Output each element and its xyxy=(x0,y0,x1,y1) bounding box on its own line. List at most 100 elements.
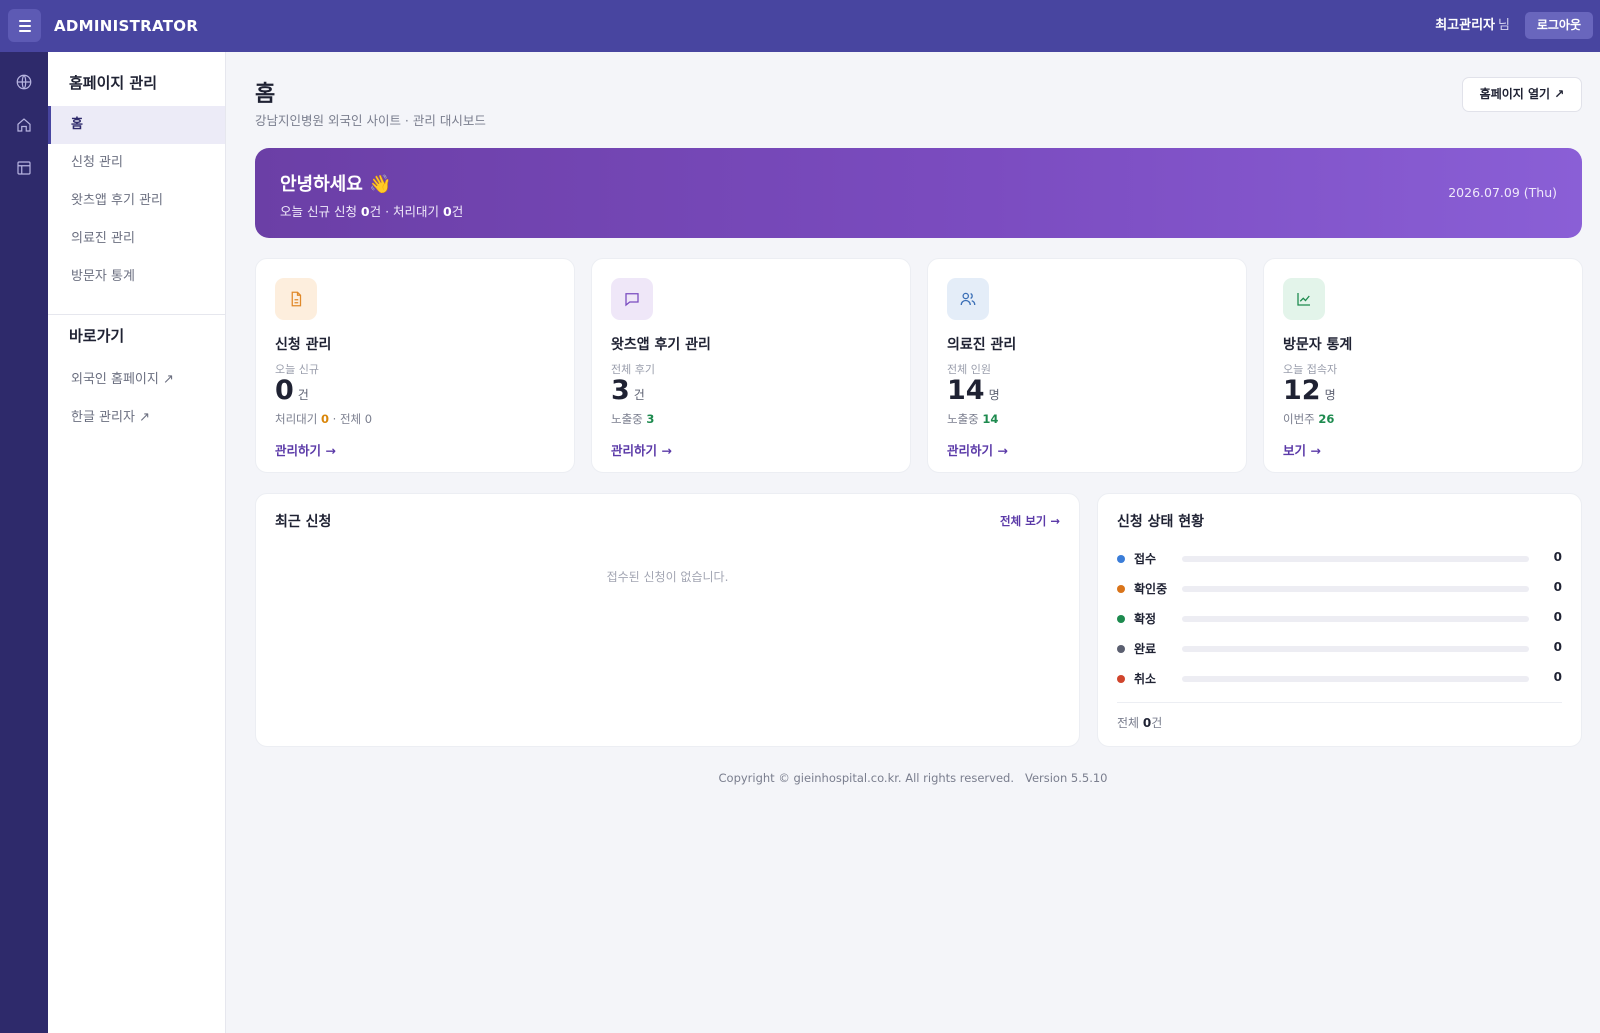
card-title: 의료진 관리 xyxy=(947,337,1017,353)
card-title: 왓츠앱 후기 관리 xyxy=(611,337,711,353)
sidebar-item-home[interactable]: 홈 xyxy=(48,106,225,144)
status-progress-track xyxy=(1182,676,1529,682)
status-total-suffix: 건 xyxy=(1151,716,1163,730)
rail-home-button[interactable] xyxy=(10,111,38,139)
status-row: 접수 0 xyxy=(1117,549,1562,569)
menu-toggle-button[interactable] xyxy=(8,9,41,42)
nav-divider xyxy=(48,314,225,315)
side-navigation: 홈페이지 관리 홈 신청 관리 왓츠앱 후기 관리 의료진 관리 방문자 통계 … xyxy=(48,52,226,1033)
status-dot-icon xyxy=(1117,555,1125,563)
icon-rail xyxy=(0,52,48,1033)
card-icon-wrap xyxy=(947,278,989,320)
card-meta: 처리대기 0 · 전체 0 xyxy=(275,411,372,427)
stat-card-medical-staff: 의료진 관리 전체 인원 14 명 노출중 14 관리하기 → xyxy=(927,258,1247,473)
status-progress-track xyxy=(1182,556,1529,562)
status-count: 0 xyxy=(1553,550,1562,564)
footer: Copyright © gieinhospital.co.kr. All rig… xyxy=(226,771,1600,785)
status-total-prefix: 전체 xyxy=(1117,716,1143,730)
status-row: 취소 0 xyxy=(1117,669,1562,689)
user-suffix: 님 xyxy=(1498,18,1510,33)
status-label: 확인중 xyxy=(1134,582,1168,596)
card-meta: 이번주 26 xyxy=(1283,411,1334,427)
manage-applications-link[interactable]: 관리하기 → xyxy=(275,443,336,458)
users-icon xyxy=(960,292,976,306)
status-count: 0 xyxy=(1553,670,1562,684)
logout-button[interactable]: 로그아웃 xyxy=(1524,12,1593,39)
status-progress-track xyxy=(1182,646,1529,652)
card-label: 오늘 신규 xyxy=(275,363,319,376)
card-label: 오늘 접속자 xyxy=(1283,363,1338,376)
card-icon-wrap xyxy=(275,278,317,320)
card-value: 14 명 xyxy=(947,375,1000,406)
card-title: 신청 관리 xyxy=(275,337,332,353)
card-meta-value: 0 xyxy=(320,412,329,426)
sidebar-item-whatsapp-reviews[interactable]: 왓츠앱 후기 관리 xyxy=(71,193,163,208)
stat-card-visitor-stats: 방문자 통계 오늘 접속자 12 명 이번주 26 보기 → xyxy=(1263,258,1583,473)
home-icon xyxy=(17,118,31,132)
shortcut-section-title: 바로가기 xyxy=(69,327,125,345)
user-name: 최고관리자 xyxy=(1435,18,1496,33)
status-count: 0 xyxy=(1553,580,1562,594)
status-row: 확정 0 xyxy=(1117,609,1562,629)
recent-applications-panel: 최근 신청 전체 보기 → 접수된 신청이 없습니다. xyxy=(255,493,1080,747)
banner-summary: 오늘 신규 신청 0건 · 처리대기 0건 xyxy=(280,201,463,220)
view-all-applications-link[interactable]: 전체 보기 → xyxy=(1000,514,1060,528)
card-meta: 노출중 14 xyxy=(947,411,998,427)
status-dot-icon xyxy=(1117,675,1125,683)
user-greeting: 최고관리자 님 xyxy=(1435,0,1510,52)
page-title: 홈 xyxy=(255,82,276,107)
status-progress-track xyxy=(1182,616,1529,622)
footer-version: Version 5.5.10 xyxy=(1024,771,1108,785)
welcome-banner: 안녕하세요 👋 오늘 신규 신청 0건 · 처리대기 0건 2026.07.09… xyxy=(255,148,1582,238)
document-icon xyxy=(291,291,302,307)
rail-globe-button[interactable] xyxy=(10,68,38,96)
chat-icon xyxy=(625,293,639,307)
manage-reviews-link[interactable]: 관리하기 → xyxy=(611,443,672,458)
card-value-number: 12 xyxy=(1283,375,1321,406)
card-value-unit: 명 xyxy=(1324,388,1336,402)
card-label: 전체 후기 xyxy=(611,363,655,376)
hamburger-icon-line xyxy=(18,24,31,27)
sidebar-item-applications[interactable]: 신청 관리 xyxy=(71,155,123,170)
status-count: 0 xyxy=(1553,640,1562,654)
view-visitor-stats-link[interactable]: 보기 → xyxy=(1283,443,1321,458)
card-meta-value: 14 xyxy=(982,412,999,426)
status-progress-track xyxy=(1182,586,1529,592)
status-panel-title: 신청 상태 현황 xyxy=(1117,514,1205,530)
status-dot-icon xyxy=(1117,615,1125,623)
status-label: 취소 xyxy=(1134,672,1157,686)
shortcut-korean-admin[interactable]: 한글 관리자 ↗ xyxy=(71,410,150,425)
shortcut-foreign-homepage[interactable]: 외국인 홈페이지 ↗ xyxy=(71,372,174,387)
card-label: 전체 인원 xyxy=(947,363,991,376)
card-meta-value: 3 xyxy=(646,412,655,426)
banner-summary-prefix: 오늘 신규 신청 xyxy=(280,204,361,219)
status-count: 0 xyxy=(1553,610,1562,624)
top-bar: ADMINISTRATOR 최고관리자 님 로그아웃 xyxy=(0,0,1600,52)
footer-copyright: Copyright © gieinhospital.co.kr. All rig… xyxy=(718,771,1015,785)
card-value-unit: 명 xyxy=(988,388,1000,402)
status-label: 완료 xyxy=(1134,642,1157,656)
banner-summary-mid: 건 · 처리대기 xyxy=(369,204,444,219)
banner-summary-suffix: 건 xyxy=(451,204,464,219)
rail-layout-button[interactable] xyxy=(10,154,38,182)
banner-date: 2026.07.09 (Thu) xyxy=(1448,185,1557,200)
sidebar-item-visitor-stats[interactable]: 방문자 통계 xyxy=(71,269,135,284)
manage-staff-link[interactable]: 관리하기 → xyxy=(947,443,1008,458)
status-row: 확인중 0 xyxy=(1117,579,1562,599)
nav-section-title: 홈페이지 관리 xyxy=(69,74,158,92)
status-divider xyxy=(1117,702,1562,703)
application-status-panel: 신청 상태 현황 접수 0 확인중 0 확정 0 완료 0 취소 0 전체 0건 xyxy=(1097,493,1582,747)
card-title: 방문자 통계 xyxy=(1283,337,1353,353)
banner-greeting: 안녕하세요 👋 xyxy=(280,174,392,195)
sidebar-item-medical-staff[interactable]: 의료진 관리 xyxy=(71,231,135,246)
globe-icon xyxy=(16,74,32,90)
card-icon-wrap xyxy=(611,278,653,320)
recent-applications-title: 최근 신청 xyxy=(275,514,332,530)
card-meta-label: 노출중 xyxy=(947,412,983,426)
banner-pending-count: 0 xyxy=(443,204,452,219)
card-meta-label: 이번주 xyxy=(1283,412,1319,426)
open-homepage-button[interactable]: 홈페이지 열기 ↗ xyxy=(1462,77,1582,112)
